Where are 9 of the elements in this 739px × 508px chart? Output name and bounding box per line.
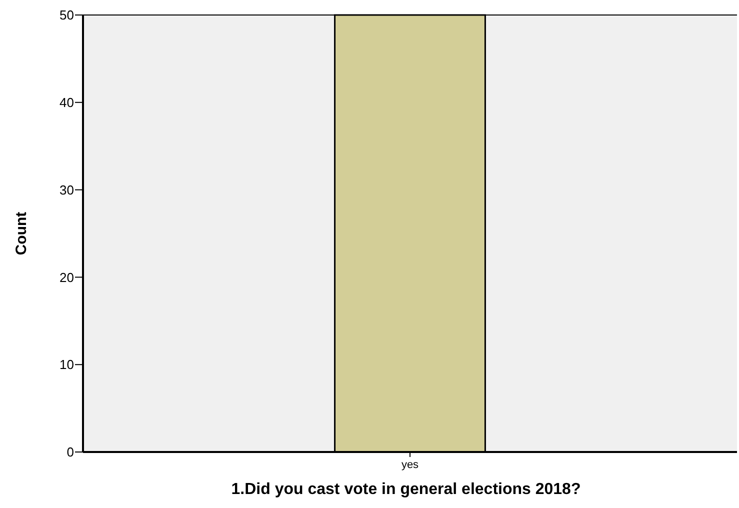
y-tick-label: 0 <box>66 444 74 460</box>
x-axis-title: 1.Did you cast vote in general elections 2018? <box>231 481 581 498</box>
y-axis-title: Count <box>13 212 30 256</box>
y-tick-label: 40 <box>60 94 74 110</box>
y-tick-label: 50 <box>60 8 74 23</box>
y-tick-label: 30 <box>60 182 74 198</box>
y-tick-label: 20 <box>60 270 74 285</box>
y-tick-label: 10 <box>60 357 74 372</box>
x-tick-label: yes <box>401 459 420 471</box>
